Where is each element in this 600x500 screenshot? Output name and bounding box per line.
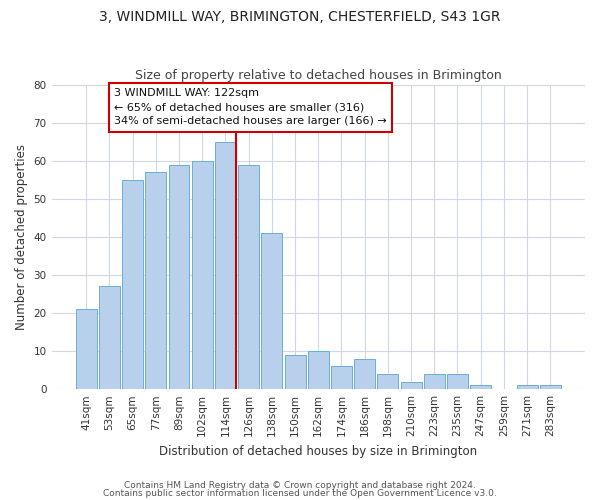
Bar xyxy=(354,358,375,389)
Bar xyxy=(76,309,97,389)
Bar xyxy=(308,351,329,389)
Bar xyxy=(192,160,212,389)
Bar xyxy=(215,142,236,389)
Bar xyxy=(145,172,166,389)
Bar xyxy=(284,355,305,389)
Bar xyxy=(424,374,445,389)
Bar xyxy=(99,286,120,389)
Text: Contains public sector information licensed under the Open Government Licence v3: Contains public sector information licen… xyxy=(103,488,497,498)
Title: Size of property relative to detached houses in Brimington: Size of property relative to detached ho… xyxy=(135,69,502,82)
Bar xyxy=(470,386,491,389)
Text: Contains HM Land Registry data © Crown copyright and database right 2024.: Contains HM Land Registry data © Crown c… xyxy=(124,481,476,490)
Bar xyxy=(517,386,538,389)
Bar xyxy=(540,386,561,389)
X-axis label: Distribution of detached houses by size in Brimington: Distribution of detached houses by size … xyxy=(159,444,478,458)
Bar xyxy=(122,180,143,389)
Text: 3, WINDMILL WAY, BRIMINGTON, CHESTERFIELD, S43 1GR: 3, WINDMILL WAY, BRIMINGTON, CHESTERFIEL… xyxy=(99,10,501,24)
Y-axis label: Number of detached properties: Number of detached properties xyxy=(15,144,28,330)
Bar xyxy=(169,164,190,389)
Bar xyxy=(377,374,398,389)
Bar xyxy=(262,233,283,389)
Bar xyxy=(401,382,422,389)
Bar xyxy=(331,366,352,389)
Text: 3 WINDMILL WAY: 122sqm
← 65% of detached houses are smaller (316)
34% of semi-de: 3 WINDMILL WAY: 122sqm ← 65% of detached… xyxy=(114,88,387,126)
Bar xyxy=(238,164,259,389)
Bar xyxy=(447,374,468,389)
